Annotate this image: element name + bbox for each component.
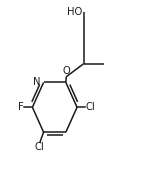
Text: Cl: Cl (86, 102, 95, 112)
Text: N: N (33, 77, 41, 87)
Text: Cl: Cl (34, 142, 44, 152)
Text: F: F (18, 102, 24, 112)
Text: HO: HO (67, 7, 82, 17)
Text: O: O (62, 66, 70, 76)
